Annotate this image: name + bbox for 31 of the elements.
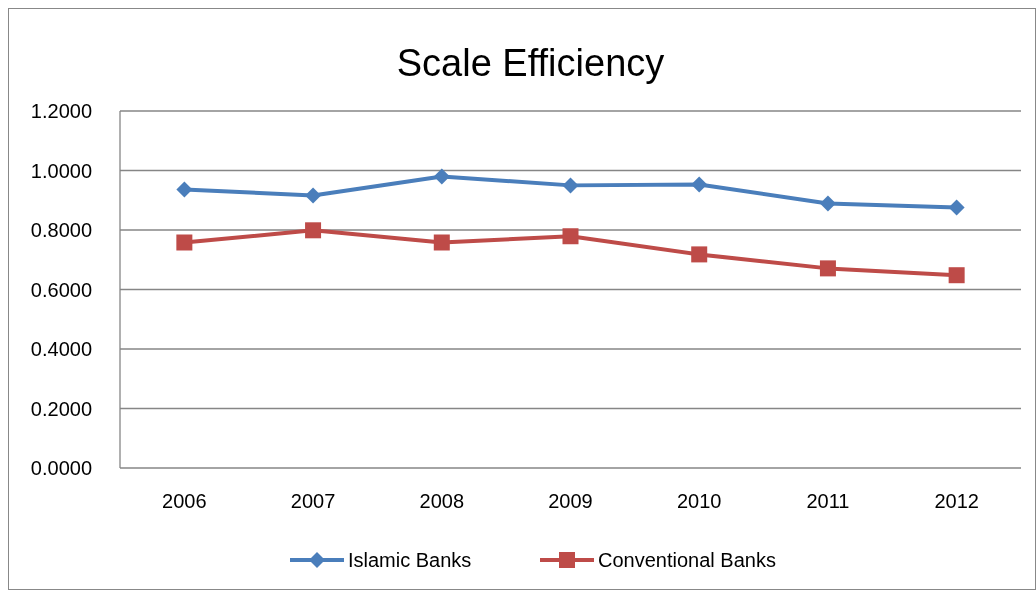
point [562, 228, 579, 245]
point [305, 187, 322, 204]
x-tick-label: 2010 [676, 490, 722, 512]
point [691, 176, 708, 193]
point [305, 222, 322, 239]
point [948, 267, 965, 284]
y-tick-label: 1.2000 [30, 100, 92, 122]
x-tick-label: 2009 [548, 490, 593, 512]
y-tick-label: 0.8000 [30, 219, 92, 241]
y-tick-label: 0.4000 [30, 338, 92, 360]
chart-title: Scale Efficiency [396, 42, 665, 84]
point [691, 246, 708, 263]
point [819, 195, 836, 212]
point [819, 260, 836, 277]
x-tick-label: 2007 [290, 490, 336, 512]
x-tick-label: 2011 [806, 490, 850, 512]
x-tick-label: 2006 [162, 490, 207, 512]
point [433, 234, 450, 251]
x-tick-label: 2008 [419, 490, 465, 512]
point [948, 199, 965, 216]
legend-label: Conventional Banks [598, 549, 776, 571]
point [176, 234, 193, 251]
y-tick-label: 0.6000 [30, 278, 92, 301]
legend-label: Islamic Banks [348, 549, 472, 571]
point [562, 177, 579, 194]
x-tick-label: 2012 [934, 490, 979, 512]
y-tick-label: 0.0000 [30, 457, 92, 479]
point [176, 181, 193, 198]
y-tick-label: 0.2000 [30, 397, 92, 420]
point [433, 168, 450, 185]
y-tick-label: 1.0000 [30, 159, 92, 182]
